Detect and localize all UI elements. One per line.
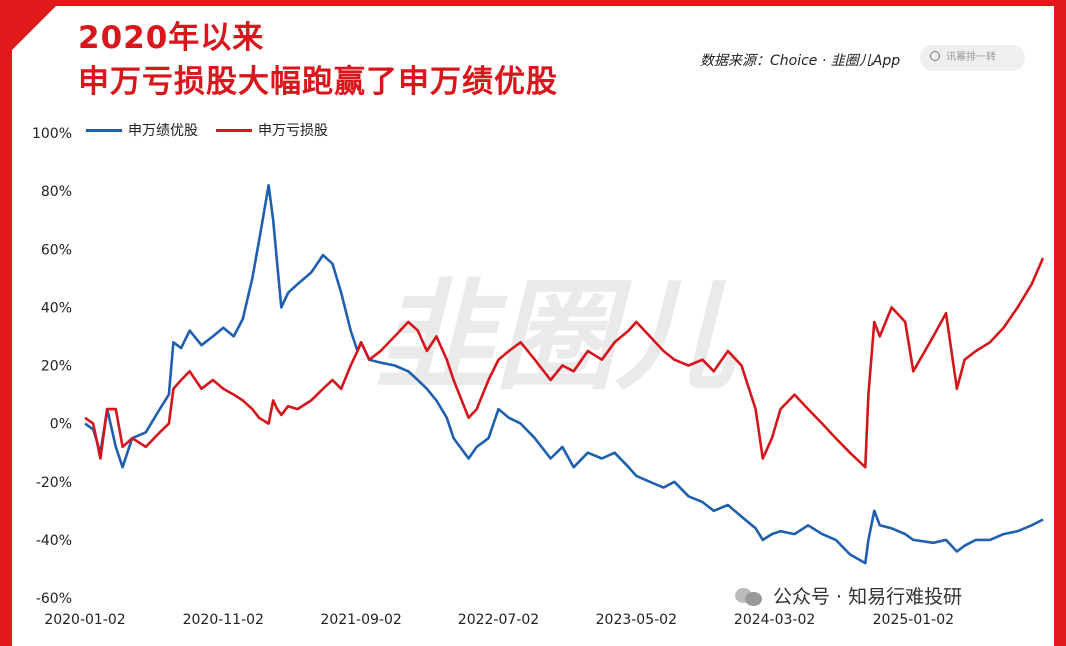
y-tick-label: 0%: [50, 417, 72, 433]
x-axis: 2020-01-02 2020-11-02 2021-09-02 2022-07-02…: [44, 612, 954, 628]
series-lines: [84, 184, 1045, 565]
x-tick-label: 2020-11-02: [183, 612, 264, 628]
chart-title-line1: 2020年以来: [78, 20, 265, 56]
y-tick-label: -40%: [36, 533, 72, 549]
y-axis: 100% 80% 60% 40% 20% 0% -20% -40% -60%: [32, 126, 72, 607]
x-tick-label: 2024-03-02: [734, 612, 815, 628]
x-tick-label: 2025-01-02: [873, 612, 954, 628]
search-icon: [930, 51, 940, 61]
wechat-watermark: 公众号 · 知易行难投研: [735, 582, 962, 609]
search-box[interactable]: 讯幂排一转: [920, 45, 1025, 71]
series-line-red: [84, 257, 1045, 469]
x-tick-label: 2020-01-02: [44, 612, 125, 628]
y-tick-label: 100%: [32, 126, 72, 142]
search-placeholder: 讯幂排一转: [946, 52, 996, 63]
legend-label-blue: 申万绩优股: [128, 123, 198, 139]
series-line-blue: [84, 184, 1044, 565]
corner-decoration: [0, 0, 62, 62]
y-tick-label: 60%: [41, 242, 72, 258]
wechat-icon: [735, 586, 763, 606]
legend-swatch-red: [216, 128, 252, 132]
legend-swatch-blue: [86, 128, 122, 132]
y-tick-label: 80%: [41, 184, 72, 200]
watermark-logo: 韭圈儿: [375, 268, 739, 407]
x-tick-label: 2022-07-02: [458, 612, 539, 628]
x-tick-label: 2023-05-02: [596, 612, 677, 628]
legend-item-blue: 申万绩优股: [86, 120, 198, 140]
y-tick-label: 20%: [41, 359, 72, 375]
wechat-account-text: 公众号 · 知易行难投研: [773, 586, 963, 608]
data-source-label: 数据来源：Choice · 韭圈儿App: [700, 53, 901, 69]
legend-item-red: 申万亏损股: [216, 120, 328, 140]
legend-label-red: 申万亏损股: [258, 123, 328, 139]
x-tick-label: 2021-09-02: [320, 612, 401, 628]
y-tick-label: -60%: [36, 591, 72, 607]
chart-legend: 申万绩优股 申万亏损股: [86, 120, 328, 140]
chart-title-line2: 申万亏损股大幅跑赢了申万绩优股: [78, 64, 558, 100]
y-tick-label: -20%: [36, 475, 72, 491]
y-tick-label: 40%: [41, 300, 72, 316]
